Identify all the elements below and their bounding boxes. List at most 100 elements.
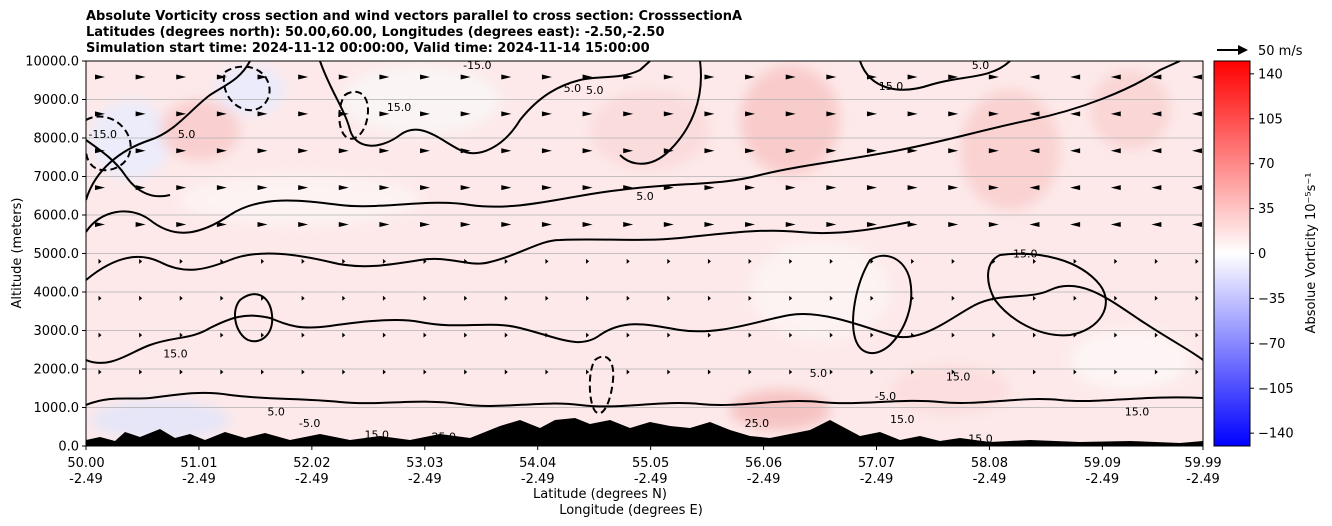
wind-vector [785, 111, 796, 117]
wind-vector [382, 369, 386, 375]
contour-label: 15.0 [879, 80, 904, 93]
wind-vector [379, 74, 390, 80]
wind-vector [948, 111, 959, 117]
wind-vector [1154, 332, 1158, 338]
wind-vector [789, 295, 793, 301]
y-tick-label: 9000.0 [34, 93, 80, 108]
wind-vector [1151, 185, 1162, 191]
vorticity-patch [90, 400, 230, 440]
wind-vector [220, 258, 224, 264]
wind-vector [866, 222, 877, 227]
x-tick-label-longitude: -2.49 [747, 472, 781, 487]
wind-vector [829, 258, 833, 264]
wind-vector [220, 295, 224, 301]
wind-vector [338, 185, 349, 191]
contour-label: 15.0 [946, 371, 971, 384]
wind-vector [298, 111, 309, 117]
wind-vector [257, 185, 268, 191]
wind-vector [257, 148, 268, 154]
wind-vector [179, 369, 183, 375]
wind-vector [261, 295, 265, 301]
wind-vector [1032, 332, 1036, 338]
wind-vector [829, 295, 833, 301]
wind-vector [1195, 258, 1199, 264]
wind-vector [382, 258, 386, 264]
y-tick-label: 1000.0 [34, 401, 80, 416]
wind-vector [257, 111, 268, 117]
wind-vector [504, 369, 508, 375]
wind-vector [460, 111, 471, 117]
wind-vector [338, 148, 349, 154]
wind-vector [342, 258, 346, 264]
x-tick-label-longitude: -2.49 [182, 472, 216, 487]
wind-vector [1073, 369, 1077, 375]
wind-vector [1073, 258, 1077, 264]
wind-vector [586, 369, 590, 375]
wind-vector [1114, 258, 1118, 264]
wind-vector [748, 332, 752, 338]
wind-vector [1154, 295, 1158, 301]
contour-line [86, 61, 251, 201]
wind-vector [626, 369, 630, 375]
wind-vector [988, 185, 999, 191]
x-tick-label-longitude: -2.49 [295, 472, 329, 487]
wind-vector [582, 185, 593, 191]
wind-vector [135, 111, 146, 117]
contour-line [588, 355, 615, 415]
wind-vector [745, 222, 756, 227]
wind-vector [667, 332, 671, 338]
plot-area: -15.0 5.0 15.0 5.0 5.0 -15.0 15.0 5.0 5.0 15.0 15.… [85, 59, 1204, 447]
wind-vector [582, 111, 593, 117]
wind-vector [541, 111, 552, 117]
wind-vector [420, 111, 431, 117]
wind-vector [98, 369, 102, 375]
contour-label: -15.0 [89, 128, 117, 141]
wind-vector [667, 295, 671, 301]
wind-vector [504, 258, 508, 264]
wind-vector [420, 222, 431, 227]
wind-vector [545, 258, 549, 264]
wind-vector [298, 222, 309, 227]
wind-vector [298, 148, 309, 154]
wind-vector [257, 74, 268, 80]
wind-vector [1029, 222, 1040, 227]
wind-vector [789, 332, 793, 338]
wind-vector [1110, 185, 1121, 191]
wind-vector [460, 148, 471, 154]
wind-vector [501, 185, 512, 191]
wind-vector [1154, 369, 1158, 375]
contour-line [86, 391, 1203, 408]
contour-line [233, 293, 274, 343]
quiver-key-label: 50 m/s [1258, 44, 1303, 59]
wind-vector [623, 111, 634, 117]
wind-vector [870, 295, 874, 301]
y-tick-label: 8000.0 [34, 132, 80, 147]
wind-vector [545, 332, 549, 338]
wind-vector [789, 258, 793, 264]
y-tick-label: 10000.0 [25, 55, 79, 70]
wind-vector [338, 74, 349, 80]
x-axis-label-latitude: Latitude (degrees N) [533, 487, 667, 502]
wind-vector [1110, 222, 1121, 227]
vorticity-patch [340, 65, 500, 135]
colorbar-tick-label: 105 [1258, 112, 1283, 127]
x-tick-label-longitude: -2.49 [860, 472, 894, 487]
wind-vector [911, 332, 915, 338]
wind-vector [464, 369, 468, 375]
wind-vector [826, 74, 837, 80]
colorbar-tick-label: −70 [1258, 337, 1285, 352]
wind-vector [423, 332, 427, 338]
wind-vector [1032, 369, 1036, 375]
wind-vector [785, 74, 796, 80]
wind-vector [176, 185, 187, 191]
wind-vector [501, 148, 512, 154]
wind-vector [261, 332, 265, 338]
wind-vector [582, 222, 593, 227]
contour-label: 5.0 [178, 128, 196, 141]
contour-line [86, 139, 171, 198]
vorticity-patch [960, 90, 1060, 210]
wind-vector [379, 222, 390, 227]
wind-vector [176, 148, 187, 154]
wind-vector [1110, 111, 1121, 117]
vorticity-patch [180, 175, 420, 225]
